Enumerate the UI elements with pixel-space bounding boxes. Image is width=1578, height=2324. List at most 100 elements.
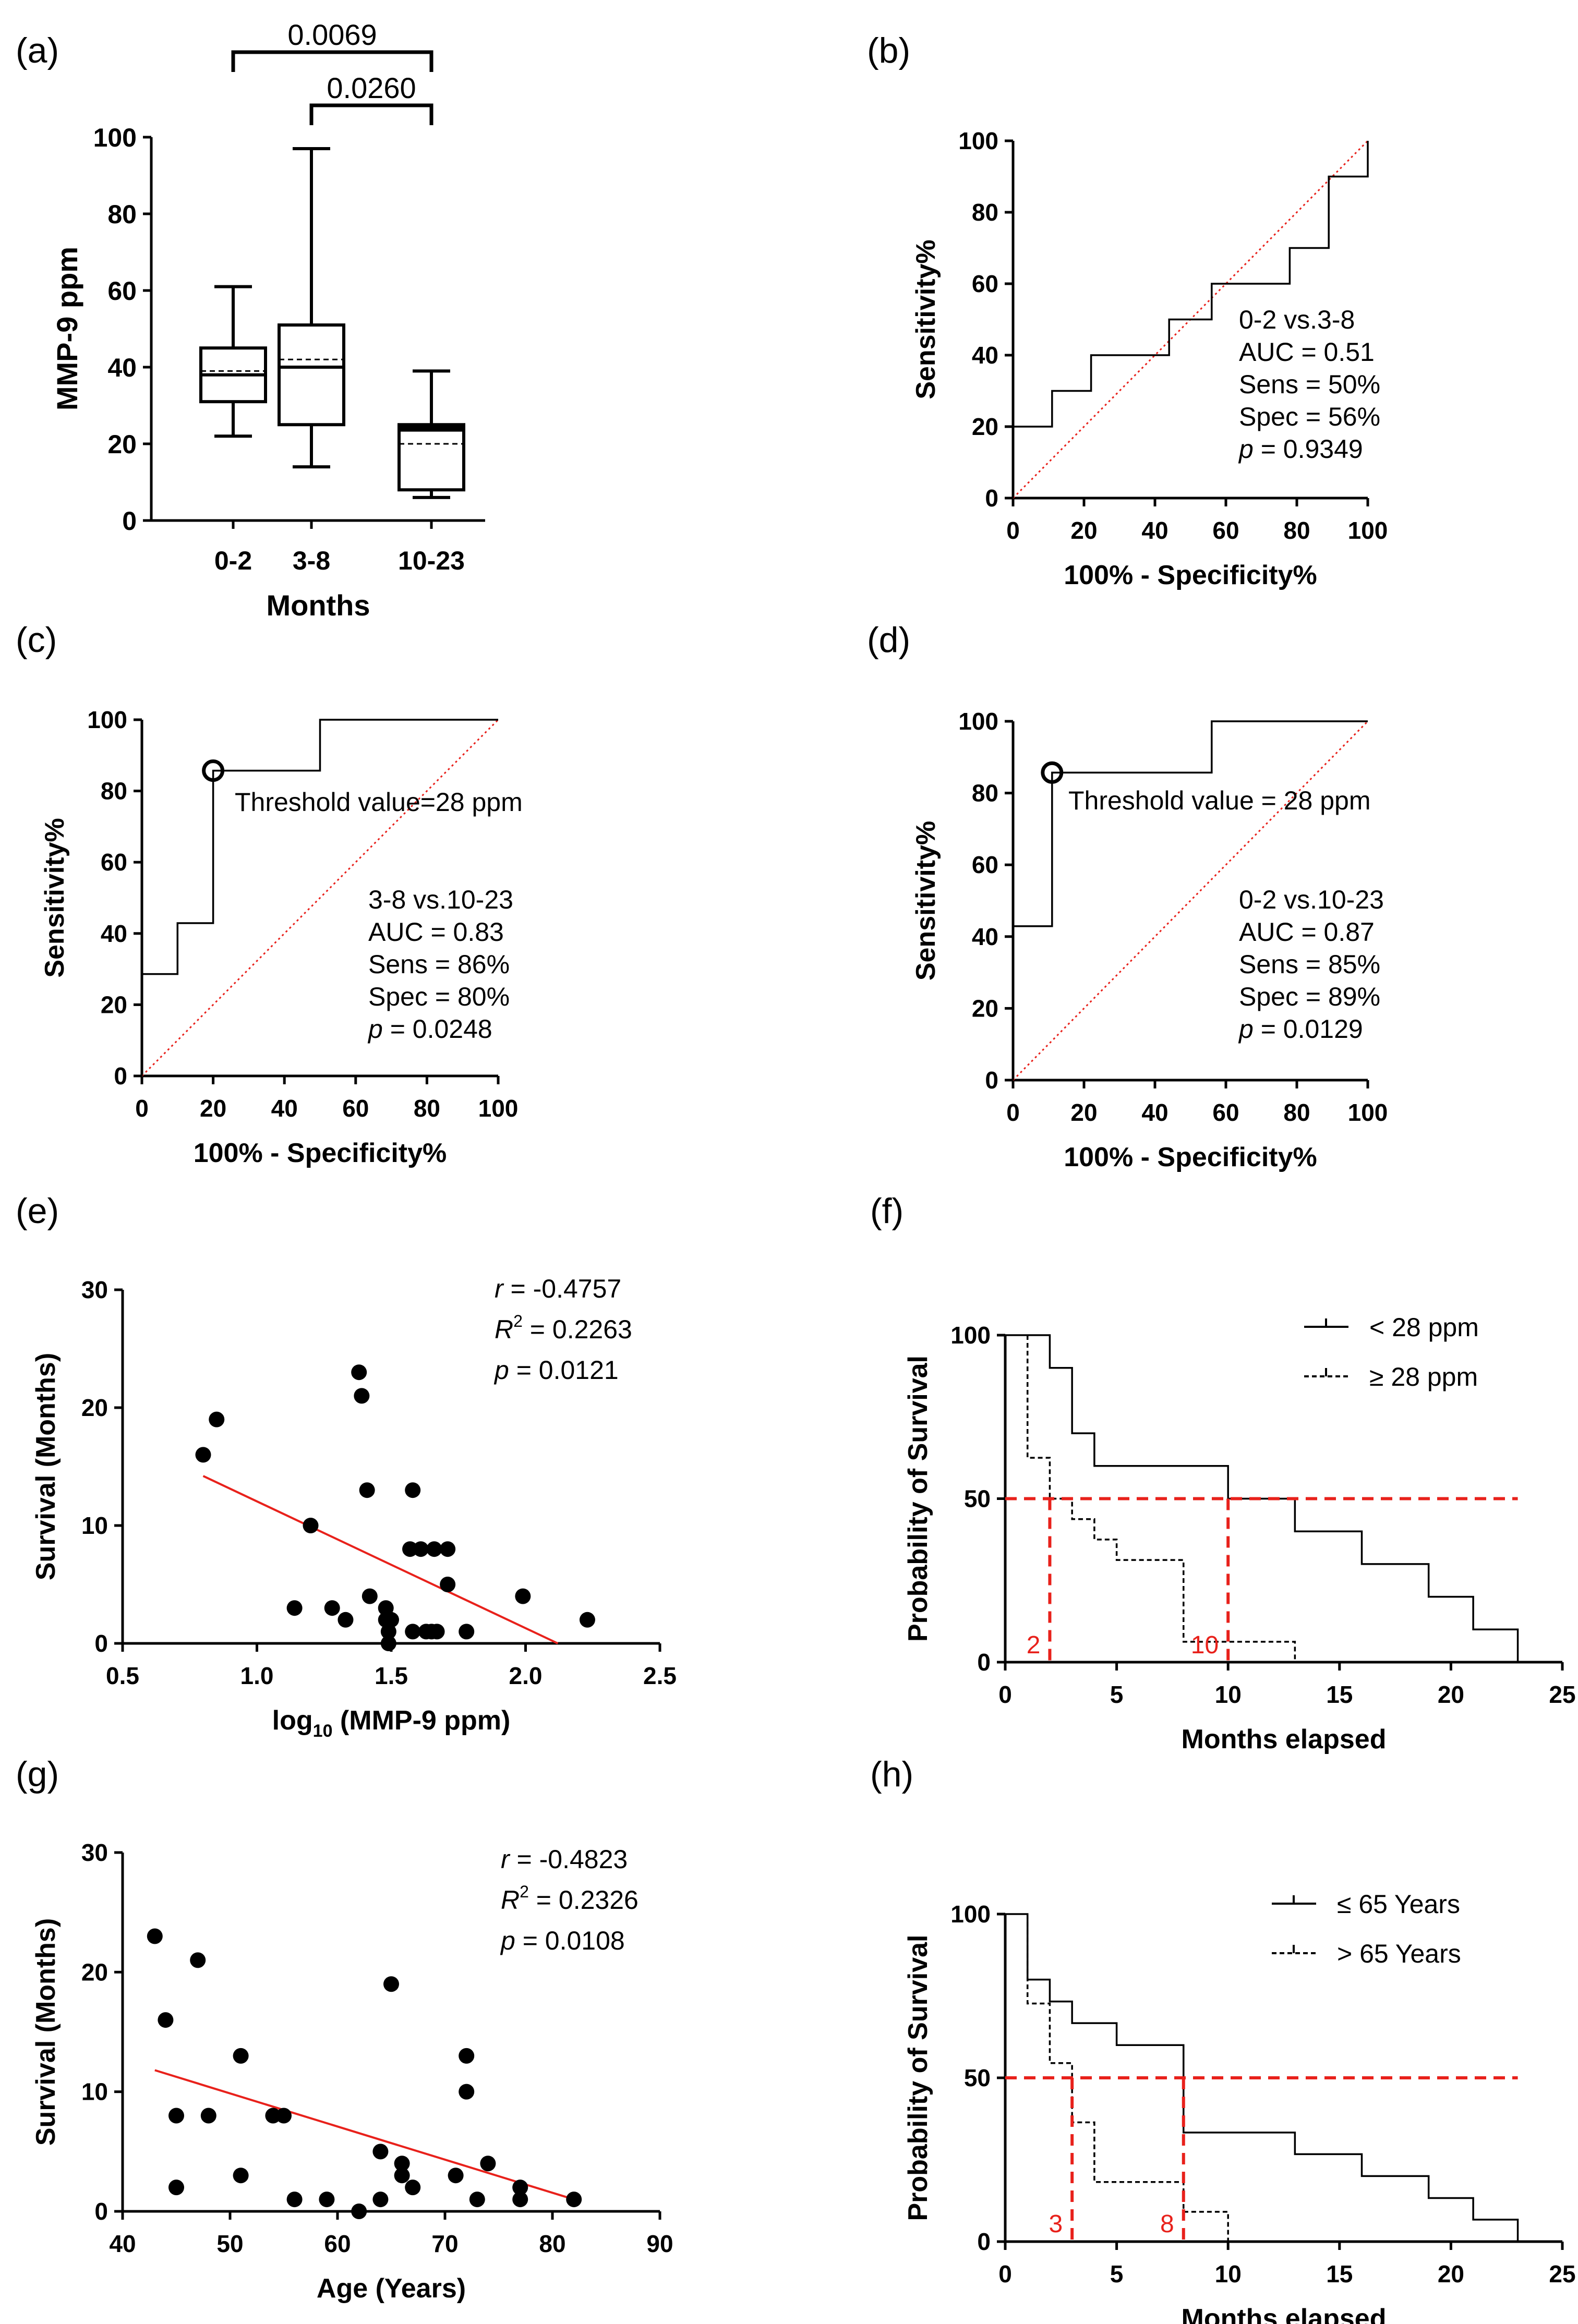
x-tick-label: 10-23 xyxy=(398,546,465,575)
x-tick-label: 1.5 xyxy=(375,1662,408,1689)
data-point xyxy=(405,1624,421,1640)
data-point xyxy=(405,2180,421,2196)
x-tick-label: 25 xyxy=(1549,2260,1575,2287)
data-point xyxy=(413,1541,429,1557)
data-point xyxy=(233,2048,249,2064)
median-label: 2 xyxy=(1027,1631,1041,1659)
x-axis-title: log10 (MMP-9 ppm) xyxy=(272,1705,511,1741)
x-axis-title: 100% - Specificity% xyxy=(1064,1142,1317,1172)
legend-label: < 28 ppm xyxy=(1369,1313,1479,1342)
y-tick-label: 80 xyxy=(972,199,998,226)
data-point xyxy=(168,2108,184,2124)
panel-c: (c) 00 20 20 40 40 60 60 80 80 100 100 100% - Specif… xyxy=(16,620,523,1168)
y-tick-label: 10 xyxy=(81,2078,108,2105)
x-tick-label: 40 xyxy=(1141,517,1168,544)
stat-line: Sens = 86% xyxy=(368,950,510,979)
roc-curve xyxy=(1012,720,1368,1080)
y-tick-label: 0 xyxy=(114,1062,127,1090)
stat-p-value: p = 0.0129 xyxy=(1238,1014,1363,1044)
data-point xyxy=(233,2168,249,2184)
x-tick-label: 20 xyxy=(1070,1099,1097,1126)
legend-label: ≤ 65 Years xyxy=(1337,1890,1460,1919)
stat-p: p = 0.0121 xyxy=(493,1355,619,1385)
stat-r: r = -0.4823 xyxy=(501,1845,628,1874)
x-tick-label: 50 xyxy=(216,2230,243,2257)
data-point xyxy=(380,1636,396,1651)
x-tick-label: 20 xyxy=(1070,517,1097,544)
y-tick-label: 0 xyxy=(985,485,998,512)
y-tick-label: 10 xyxy=(81,1512,108,1539)
y-tick-label: 60 xyxy=(972,270,998,297)
y-tick-label: 60 xyxy=(101,849,127,876)
x-tick-label: 5 xyxy=(1110,2260,1124,2287)
stat-line: Sens = 85% xyxy=(1239,950,1380,979)
y-axis-title: Probability of Survival xyxy=(903,1934,933,2221)
y-tick-label: 100 xyxy=(958,127,998,154)
panel-label: (a) xyxy=(16,31,59,70)
data-point xyxy=(383,1976,399,1992)
x-tick-label: 0 xyxy=(998,1681,1012,1708)
data-point xyxy=(394,2156,410,2172)
threshold-marker xyxy=(202,759,225,782)
x-axis-title: Age (Years) xyxy=(317,2273,466,2304)
x-tick-label: 0 xyxy=(1006,517,1020,544)
data-point xyxy=(359,1482,375,1498)
y-tick-label: 40 xyxy=(107,353,137,382)
data-point xyxy=(286,2192,303,2208)
x-tick-label: 25 xyxy=(1549,1681,1575,1708)
data-point xyxy=(276,2108,292,2124)
data-point xyxy=(579,1612,595,1628)
x-tick-label: 100 xyxy=(478,1095,519,1122)
data-point xyxy=(394,2168,410,2184)
x-axis-title: Months elapsed xyxy=(1182,2304,1387,2324)
data-point xyxy=(429,1624,445,1640)
y-tick-label: 60 xyxy=(107,276,137,306)
data-point xyxy=(286,1600,303,1616)
threshold-label: Threshold value = 28 ppm xyxy=(1068,786,1371,815)
data-point xyxy=(362,1588,378,1604)
stat-line: 0-2 vs.10-23 xyxy=(1239,885,1384,914)
y-tick-label: 20 xyxy=(101,991,127,1018)
data-point xyxy=(303,1518,319,1533)
y-tick-label: 30 xyxy=(81,1276,108,1303)
data-point xyxy=(459,1624,475,1640)
box-iqr xyxy=(397,423,465,492)
x-tick-label: 2.5 xyxy=(643,1662,677,1689)
y-axis-title: Probability of Survival xyxy=(903,1355,933,1642)
data-point xyxy=(448,2168,464,2184)
x-tick-label: 5 xyxy=(1110,1681,1124,1708)
x-tick-label: 20 xyxy=(200,1095,226,1122)
threshold-marker xyxy=(1041,761,1064,784)
roc-curve xyxy=(141,719,498,1076)
panel-label: (h) xyxy=(870,1754,913,1794)
data-point xyxy=(324,1600,340,1616)
x-tick-label: 15 xyxy=(1326,2260,1353,2287)
reference-diagonal xyxy=(141,719,499,1077)
x-tick-label: 2.0 xyxy=(509,1662,543,1689)
roc-curve xyxy=(1012,141,1369,498)
data-point xyxy=(265,2108,281,2124)
y-axis-title: Sensitivity% xyxy=(911,239,941,399)
y-tick-label: 80 xyxy=(101,778,127,805)
data-point xyxy=(566,2192,582,2208)
y-tick-label: 20 xyxy=(972,413,998,440)
stat-r2: R2 = 0.2263 xyxy=(495,1312,632,1344)
legend-label: > 65 Years xyxy=(1337,1939,1461,1968)
data-point xyxy=(378,1600,394,1616)
panel-f: (f) 0 5 10 15 20 25 0 50 100 Months elapsed Probabi… xyxy=(870,1191,1576,1754)
y-tick-label: 30 xyxy=(81,1839,108,1866)
x-tick-label: 0.5 xyxy=(106,1662,139,1689)
y-tick-label: 100 xyxy=(87,706,127,733)
y-tick-label: 20 xyxy=(81,1394,108,1421)
x-tick-label: 3-8 xyxy=(293,546,330,575)
panel-label: (g) xyxy=(16,1754,59,1794)
stat-p-value: p = 0.9349 xyxy=(1238,434,1363,464)
y-tick-label: 40 xyxy=(972,923,998,950)
y-tick-label: 0 xyxy=(94,1630,108,1657)
y-tick-label: 0 xyxy=(977,1649,991,1676)
y-axis-title: Sensitivity% xyxy=(911,821,941,981)
x-tick-label: 0 xyxy=(1006,1099,1020,1126)
y-tick-label: 50 xyxy=(964,1485,991,1512)
threshold-label: Threshold value=28 ppm xyxy=(235,788,523,817)
